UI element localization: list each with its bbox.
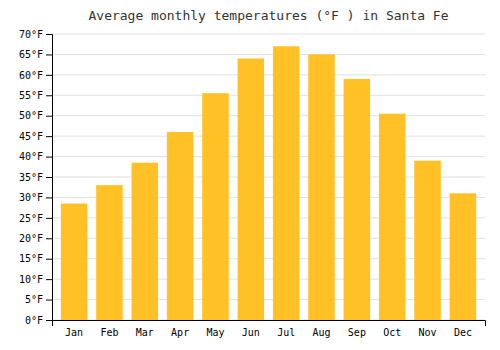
y-tick: 40°F [19, 151, 52, 162]
x-tick-label: Feb [100, 327, 118, 338]
y-axis: 0°F 5°F 10°F 15°F 20°F 25°F 30°F 35°F 40°F 45°F 50… [19, 29, 53, 326]
y-tick: 45°F [19, 131, 52, 142]
y-tick: 35°F [19, 172, 52, 183]
x-tick: May [206, 327, 224, 338]
y-tick: 10°F [19, 274, 52, 285]
y-tick-mark [46, 197, 52, 198]
y-tick-mark [46, 157, 52, 158]
y-tick: 30°F [19, 192, 52, 203]
y-tick-mark [46, 34, 52, 35]
bar [61, 204, 88, 320]
y-tick-mark [46, 116, 52, 117]
y-tick-mark [46, 300, 52, 301]
y-axis-line [46, 35, 53, 321]
y-tick-label: 50°F [19, 110, 43, 121]
y-tick: 55°F [19, 90, 52, 101]
bar [202, 93, 229, 320]
y-tick: 60°F [19, 70, 52, 81]
x-tick-label: May [206, 327, 224, 338]
y-tick: 70°F [19, 29, 52, 40]
x-tick: Mar [136, 327, 154, 338]
y-tick-label: 65°F [19, 49, 43, 60]
x-tick-label: Nov [419, 327, 437, 338]
x-tick: Dec [454, 327, 472, 338]
y-tick: 15°F [19, 253, 52, 264]
grid-line [52, 156, 485, 157]
y-tick-mark [46, 320, 52, 321]
bar [344, 79, 371, 320]
plot: 0°F 5°F 10°F 15°F 20°F 25°F 30°F 35°F 40°F 45°F 50… [19, 29, 486, 338]
bars [61, 46, 476, 320]
x-tick: Aug [312, 327, 330, 338]
bar [273, 46, 300, 320]
y-tick-mark [46, 54, 52, 55]
grid-line [52, 95, 485, 96]
y-tick-mark [46, 75, 52, 76]
x-tick-label: Apr [171, 327, 189, 338]
x-tick: Oct [383, 327, 401, 338]
bar [167, 132, 194, 320]
x-axis-line [53, 321, 486, 327]
bar [308, 54, 335, 320]
y-tick-label: 35°F [19, 172, 43, 183]
y-tick-mark [46, 259, 52, 260]
grid-line [52, 74, 485, 75]
grid-line [52, 115, 485, 116]
y-tick-label: 60°F [19, 70, 43, 81]
x-tick: Jul [277, 327, 295, 338]
grid [52, 34, 485, 320]
x-tick-label: Aug [312, 327, 330, 338]
bar [238, 59, 265, 320]
y-tick: 5°F [25, 294, 52, 305]
y-tick-label: 20°F [19, 233, 43, 244]
y-tick-label: 15°F [19, 253, 43, 264]
y-tick-mark [46, 218, 52, 219]
chart: 0°F 5°F 10°F 15°F 20°F 25°F 30°F 35°F 40°F 45°F 50… [0, 0, 500, 350]
y-tick: 20°F [19, 233, 52, 244]
y-tick-label: 5°F [25, 294, 43, 305]
x-tick-label: Mar [136, 327, 154, 338]
y-tick-label: 25°F [19, 213, 43, 224]
y-tick-label: 10°F [19, 274, 43, 285]
y-tick: 50°F [19, 110, 52, 121]
y-tick-mark [46, 177, 52, 178]
x-tick-label: Dec [454, 327, 472, 338]
y-tick-label: 45°F [19, 131, 43, 142]
x-tick: Apr [171, 327, 189, 338]
x-tick-label: Jun [242, 327, 260, 338]
y-tick-label: 55°F [19, 90, 43, 101]
bar [379, 114, 406, 320]
bar [96, 185, 123, 320]
y-tick: 65°F [19, 49, 52, 60]
bar [132, 163, 159, 320]
x-tick: Feb [100, 327, 118, 338]
y-tick-label: 70°F [19, 29, 43, 40]
x-tick: Nov [419, 327, 437, 338]
x-tick-label: Sep [348, 327, 366, 338]
bar [414, 161, 441, 320]
x-tick: Jan [65, 327, 83, 338]
x-tick-label: Jan [65, 327, 83, 338]
y-tick-mark [46, 238, 52, 239]
y-tick-mark [46, 95, 52, 96]
y-tick-mark [46, 279, 52, 280]
x-tick: Sep [348, 327, 366, 338]
y-tick-label: 40°F [19, 151, 43, 162]
x-axis: Jan Feb Mar Apr May Jun Jul Aug Sep Oct Nov Dec [53, 321, 486, 339]
y-tick: 25°F [19, 213, 52, 224]
y-tick-mark [46, 136, 52, 137]
y-tick: 0°F [25, 315, 52, 326]
x-tick-label: Oct [383, 327, 401, 338]
bar [450, 193, 477, 320]
grid-line [52, 136, 485, 137]
y-tick-label: 30°F [19, 192, 43, 203]
grid-line [52, 54, 485, 55]
x-tick-label: Jul [277, 327, 295, 338]
title: Average monthly temperatures (°F ) in Sa… [88, 8, 448, 23]
x-tick: Jun [242, 327, 260, 338]
y-tick-label: 0°F [25, 315, 43, 326]
grid-line [52, 34, 485, 35]
